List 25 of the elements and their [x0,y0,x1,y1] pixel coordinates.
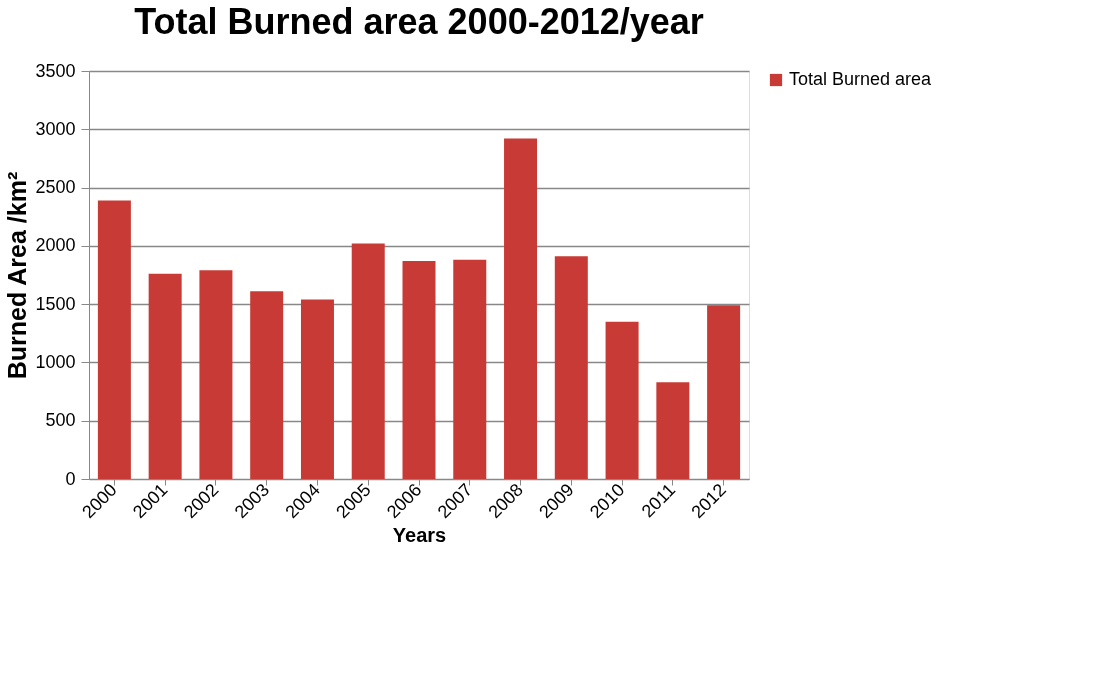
bar [453,259,487,479]
chart-title: Total Burned area 2000-2012/year [134,1,704,42]
y-tick-label: 0 [65,468,76,489]
bar [148,273,182,479]
bar [656,382,690,479]
bar [554,256,588,479]
bar [707,305,741,479]
bar [250,291,284,479]
y-tick-label: 1500 [35,293,76,314]
y-tick-label: 1000 [35,351,76,372]
y-tick-label: 2000 [35,235,76,256]
y-tick-label: 500 [45,410,76,431]
y-tick-label: 3500 [35,60,76,81]
bar [351,243,385,479]
y-axis-title: Burned Area /km² [3,171,32,380]
bar [504,138,538,479]
y-tick-label: 2500 [35,177,76,198]
x-axis-title: Years [392,524,447,547]
bar [605,321,639,479]
bar [97,200,131,479]
bar [300,299,334,479]
bar [402,261,436,479]
bar [199,270,233,479]
legend-label: Total Burned area [789,69,933,89]
y-tick-label: 3000 [35,118,76,139]
